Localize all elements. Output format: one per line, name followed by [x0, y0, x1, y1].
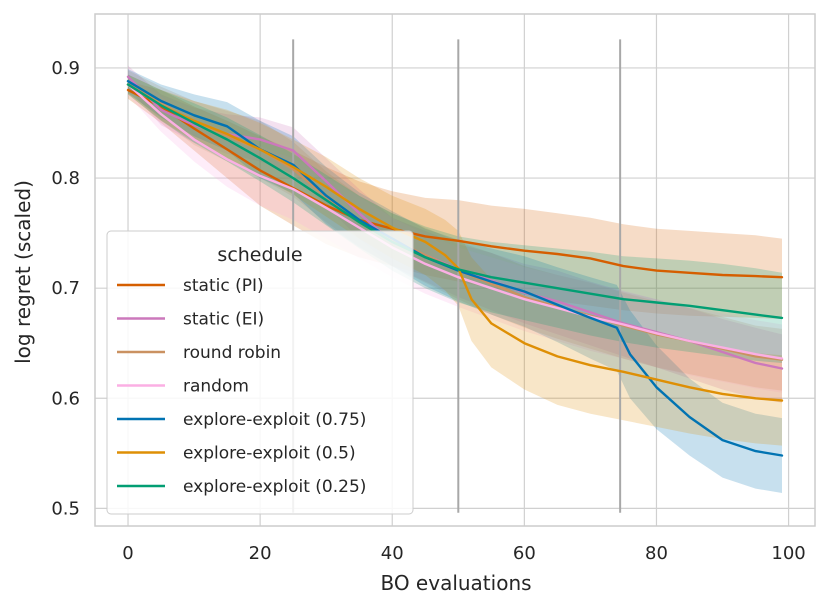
legend-label: explore-exploit (0.25): [183, 477, 366, 497]
legend-label: random: [183, 377, 249, 397]
x-tick-label: 0: [122, 543, 133, 564]
plot-frame: [94, 13, 816, 527]
legend-item-round-robin: round robin: [117, 343, 281, 363]
band-explore-exploit-0-75: [128, 69, 782, 493]
legend-label: static (PI): [183, 276, 264, 296]
line-random: [126, 83, 784, 360]
legend-item-static-pi: static (PI): [117, 276, 264, 296]
line-static-pi: [126, 88, 784, 279]
y-tick-labels: 0.5 0.6 0.7 0.8 0.9: [51, 58, 80, 519]
x-tick-labels: 0 20 40 60 80 100: [122, 543, 805, 564]
band-explore-exploit-0-25: [128, 74, 782, 363]
y-tick-label: 0.5: [51, 498, 80, 519]
y-tick-label: 0.8: [51, 168, 80, 189]
line-explore-exploit-0-75: [126, 79, 784, 457]
legend-label: explore-exploit (0.5): [183, 444, 356, 464]
x-tick-label: 60: [513, 543, 536, 564]
legend-label: explore-exploit (0.75): [183, 410, 366, 430]
series-lines: [126, 75, 784, 457]
legend-box: [106, 230, 414, 515]
x-tick-label: 80: [645, 543, 668, 564]
y-tick-label: 0.6: [51, 388, 80, 409]
legend-title: schedule: [217, 244, 302, 266]
legend-item-static-ei: static (EI): [117, 310, 264, 330]
band-random: [128, 73, 782, 393]
x-tick-label: 100: [771, 543, 805, 564]
y-axis-label: log regret (scaled): [11, 180, 35, 364]
legend-items: static (PI) static (EI) round robin random e…: [117, 276, 366, 497]
band-static-pi: [128, 81, 782, 319]
line-explore-exploit-0-25: [126, 83, 784, 320]
legend-item-explore-exploit-0-5: explore-exploit (0.5): [117, 444, 356, 464]
legend-label: round robin: [183, 343, 281, 363]
legend-label: static (EI): [183, 310, 264, 330]
x-tick-label: 40: [381, 543, 404, 564]
legend-item-random: random: [117, 377, 249, 397]
legend-item-explore-exploit-0-75: explore-exploit (0.75): [117, 410, 366, 430]
x-axis-label: BO evaluations: [380, 571, 531, 595]
y-tick-label: 0.9: [51, 58, 80, 79]
y-tick-label: 0.7: [51, 278, 80, 299]
legend: schedule static (PI) static (EI) round rob…: [106, 230, 414, 515]
x-tick-label: 20: [249, 543, 272, 564]
legend-item-explore-exploit-0-25: explore-exploit (0.25): [117, 477, 366, 497]
